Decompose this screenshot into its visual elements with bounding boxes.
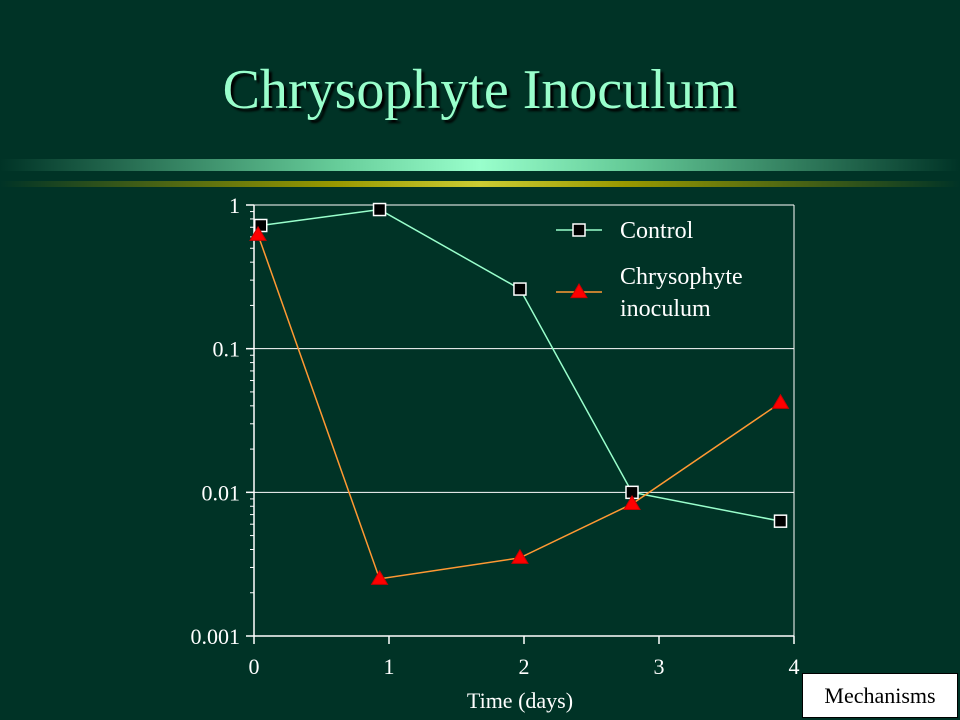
chrysophyte-point — [249, 225, 267, 241]
x-tick-label: 1 — [384, 654, 395, 679]
legend-control-marker — [572, 223, 586, 237]
control-point — [513, 282, 527, 296]
x-tick-label: 2 — [519, 654, 530, 679]
legend-control-label: Control — [620, 218, 694, 244]
x-axis-label: Time (days) — [467, 688, 573, 713]
x-tick-label: 4 — [789, 654, 800, 679]
x-tick-label: 3 — [654, 654, 665, 679]
control-point — [773, 514, 788, 528]
legend-chrysophyte-label-line2: inoculum — [620, 296, 711, 322]
title-divider-bar — [0, 159, 960, 187]
control-point — [372, 202, 387, 217]
y-tick-label: 0.001 — [191, 624, 241, 649]
y-tick-label: 0.01 — [202, 480, 241, 505]
chrysophyte-point — [511, 548, 529, 564]
chrysophyte-point — [771, 393, 790, 409]
legend-chrysophyte-marker — [570, 283, 588, 299]
chrysophyte-point — [370, 569, 389, 585]
slide-title: Chrysophyte Inoculum — [222, 59, 738, 121]
control-series-line — [260, 208, 781, 522]
mechanisms-button[interactable]: Mechanisms — [802, 673, 958, 718]
y-tick-label: 0.1 — [213, 337, 241, 362]
legend-chrysophyte-label-line1: Chrysophyte — [620, 264, 743, 290]
y-tick-label: 1 — [229, 193, 240, 218]
chrysophyte-point — [623, 494, 641, 511]
x-tick-label: 0 — [249, 654, 260, 679]
